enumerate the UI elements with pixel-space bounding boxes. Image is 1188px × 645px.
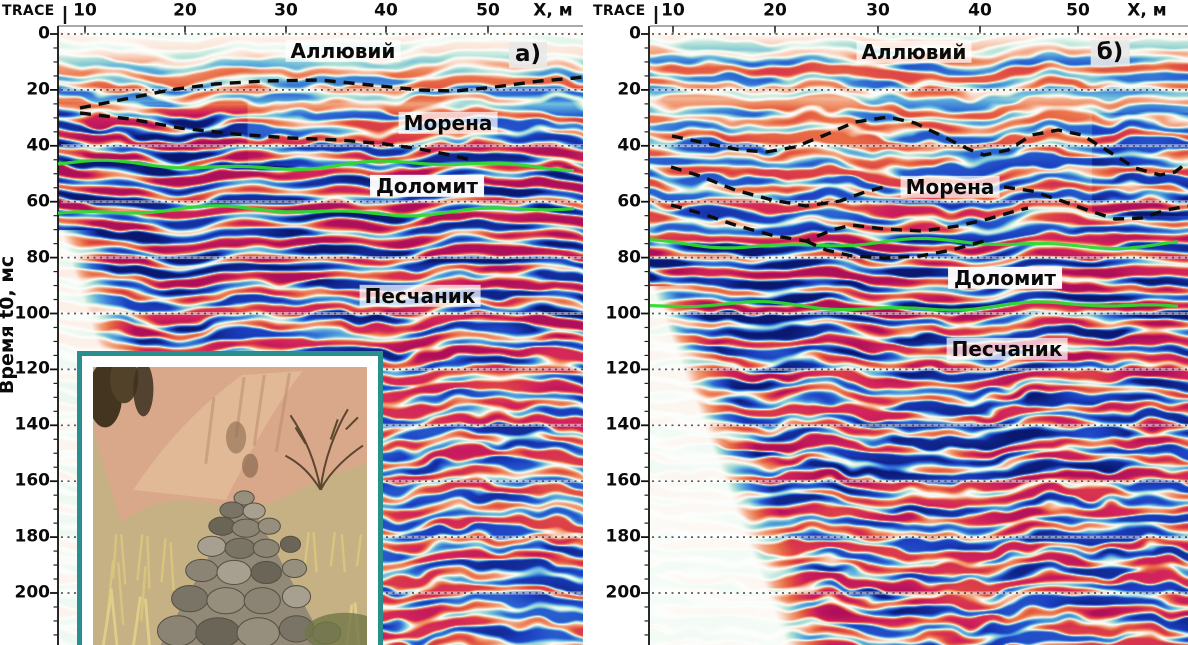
y-tick-label: 180 <box>605 526 642 547</box>
y-tick-label: 120 <box>14 358 51 379</box>
panel-tag-b: б) <box>1090 39 1130 66</box>
trace-label: TRACE <box>593 3 646 19</box>
x-tick-label: 20 <box>173 0 197 21</box>
sandstone-label: Песчаник <box>359 284 481 307</box>
x-tick-label: 50 <box>476 0 500 21</box>
y-tick-label: 0 <box>38 23 50 44</box>
alluvium-label: Аллювий <box>285 39 401 62</box>
radargram-panel-b <box>650 32 1188 645</box>
outcrop-photo <box>93 367 367 645</box>
y-tick-label: 20 <box>26 79 50 100</box>
x-unit-label: X, м <box>533 0 573 21</box>
y-tick-label: 180 <box>14 526 51 547</box>
y-tick-label: 160 <box>605 470 642 491</box>
x-tick-label: 40 <box>374 0 398 21</box>
x-tick-label: 30 <box>866 0 890 21</box>
dolomite-label: Доломит <box>948 266 1062 289</box>
trace-label: TRACE <box>2 3 55 19</box>
panel-tag-a: а) <box>508 41 548 68</box>
sandstone-label: Песчаник <box>946 337 1068 360</box>
x-tick-label: 10 <box>661 0 685 21</box>
y-tick-label: 140 <box>14 414 51 435</box>
y-tick-label: 80 <box>617 247 641 268</box>
moraine-label: Морена <box>900 175 1000 198</box>
dolomite-label: Доломит <box>370 174 484 197</box>
y-tick-label: 120 <box>605 358 642 379</box>
y-tick-label: 20 <box>617 79 641 100</box>
alluvium-label: Аллювий <box>856 40 972 63</box>
y-tick-label: 200 <box>605 582 642 603</box>
y-tick-label: 140 <box>605 414 642 435</box>
y-tick-label: 60 <box>617 191 641 212</box>
y-tick-label: 100 <box>605 302 642 323</box>
y-tick-label: 80 <box>26 247 50 268</box>
x-unit-label: X, м <box>1127 0 1167 21</box>
y-tick-label: 100 <box>14 302 51 323</box>
y-tick-label: 0 <box>629 23 641 44</box>
x-tick-label: 20 <box>763 0 787 21</box>
y-tick-label: 200 <box>14 582 51 603</box>
inset-photo-frame <box>77 351 383 645</box>
x-tick-label: 40 <box>968 0 992 21</box>
x-tick-label: 50 <box>1066 0 1090 21</box>
x-tick-label: 30 <box>274 0 298 21</box>
x-tick-label: 10 <box>73 0 97 21</box>
y-tick-label: 40 <box>26 135 50 156</box>
y-tick-label: 160 <box>14 470 51 491</box>
moraine-label: Морена <box>398 111 498 134</box>
y-tick-label: 60 <box>26 191 50 212</box>
y-tick-label: 40 <box>617 135 641 156</box>
